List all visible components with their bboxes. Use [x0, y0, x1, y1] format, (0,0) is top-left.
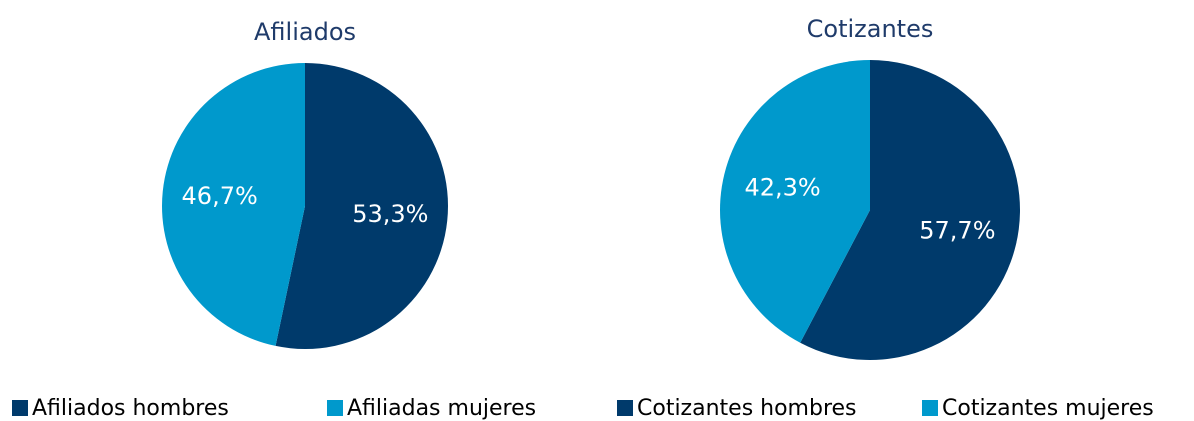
data-label: 42,3% [744, 173, 820, 201]
pie-slice [720, 60, 870, 343]
pie-slice [275, 63, 449, 350]
legend-label: Cotizantes hombres [637, 396, 857, 421]
pie-slice [162, 62, 305, 346]
legend-label: Cotizantes mujeres [942, 396, 1154, 421]
legend-label: Afiliados hombres [32, 396, 229, 421]
pie-slice [800, 60, 1020, 360]
legend-label: Afiliadas mujeres [347, 396, 536, 421]
data-label: 46,7% [182, 182, 258, 210]
legend-swatch [12, 400, 28, 416]
legend-swatch [327, 400, 343, 416]
chart-title: Cotizantes [807, 15, 934, 43]
data-label: 53,3% [352, 200, 428, 228]
legend-swatch [922, 400, 938, 416]
data-label: 57,7% [919, 217, 995, 245]
chart-title: Afiliados [254, 18, 356, 46]
legend-swatch [617, 400, 633, 416]
